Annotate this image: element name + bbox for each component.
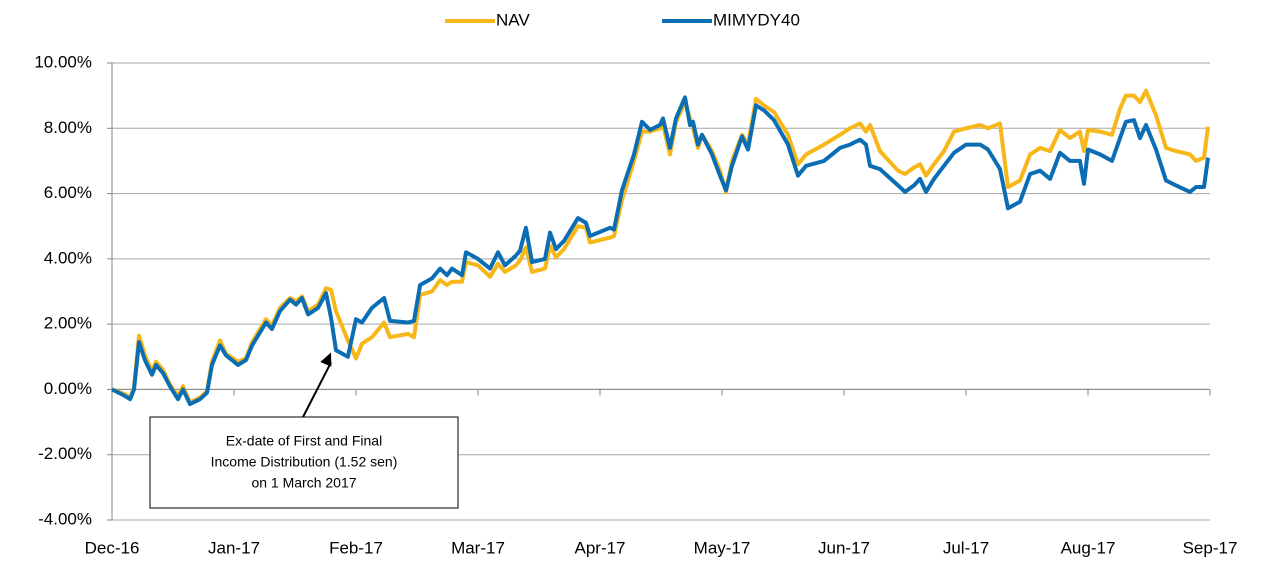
series-line xyxy=(111,95,1210,407)
x-tick-label: Mar-17 xyxy=(451,538,505,557)
legend-label: MIMYDY40 xyxy=(713,10,800,29)
x-tick-label: Aug-17 xyxy=(1061,538,1116,557)
x-tick-label: Jun-17 xyxy=(818,538,870,557)
y-tick-label: 0.00% xyxy=(44,379,92,398)
y-tick-label: 8.00% xyxy=(44,118,92,137)
y-tick-label: 10.00% xyxy=(34,52,92,71)
x-tick-label: Dec-16 xyxy=(85,538,140,557)
series-line xyxy=(111,88,1210,405)
annotation-box xyxy=(149,416,459,509)
legend-label: NAV xyxy=(496,10,530,29)
annotation-text: Ex-date of First and Final xyxy=(226,433,382,449)
x-tick-label: Jan-17 xyxy=(208,538,260,557)
x-tick-label: May-17 xyxy=(694,538,751,557)
x-tick-label: Feb-17 xyxy=(329,538,383,557)
annotation-text: on 1 March 2017 xyxy=(251,475,356,491)
arrow-head xyxy=(320,352,332,367)
x-tick-label: Jul-17 xyxy=(943,538,989,557)
y-tick-label: 6.00% xyxy=(44,183,92,202)
x-tick-label: Apr-17 xyxy=(574,538,625,557)
y-tick-label: -4.00% xyxy=(38,509,92,528)
y-tick-label: 2.00% xyxy=(44,314,92,333)
y-tick-label: 4.00% xyxy=(44,248,92,267)
annotation-text: Income Distribution (1.52 sen) xyxy=(211,454,398,470)
y-tick-label: -2.00% xyxy=(38,444,92,463)
annotation-arrow xyxy=(302,362,332,418)
x-tick-label: Sep-17 xyxy=(1183,538,1238,557)
